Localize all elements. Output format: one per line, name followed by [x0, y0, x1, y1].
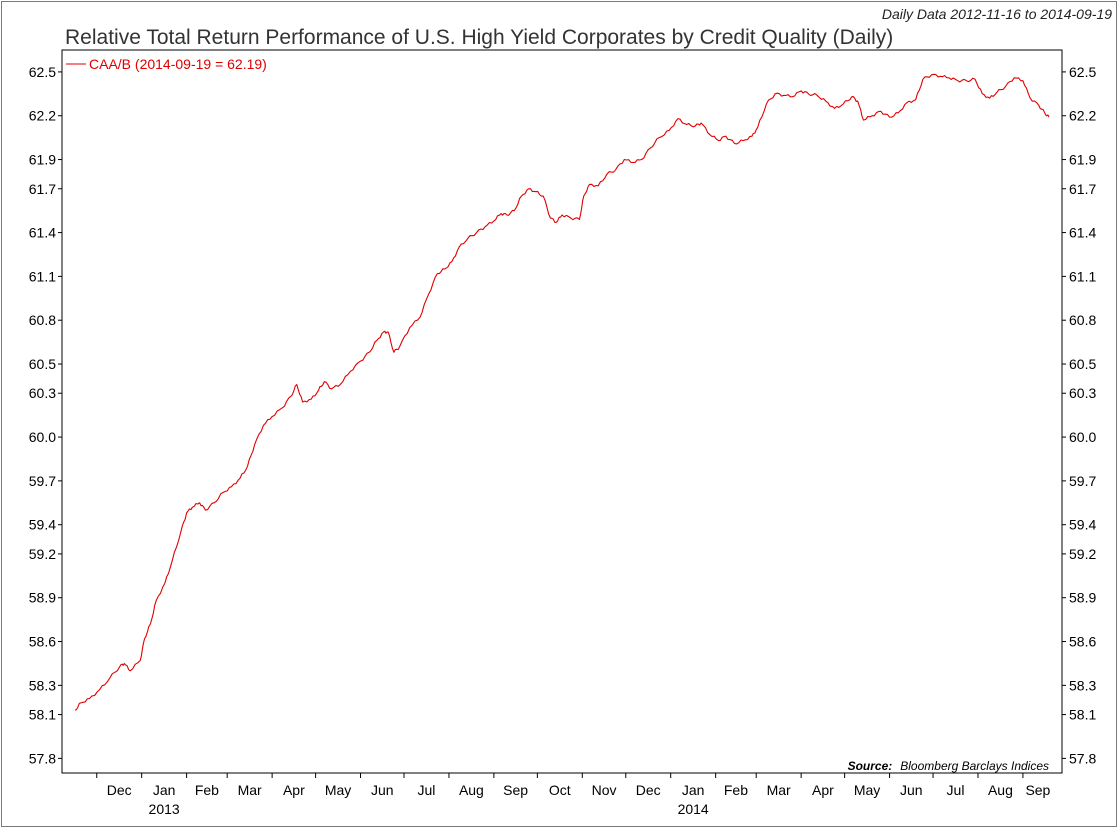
y-tick-label-right: 62.5 [1069, 64, 1096, 80]
y-tick-label-right: 61.7 [1069, 181, 1096, 197]
chart-title: Relative Total Return Performance of U.S… [65, 26, 894, 49]
y-tick-label-right: 58.3 [1069, 677, 1096, 693]
date-range-label: Daily Data 2012-11-16 to 2014-09-19 [881, 6, 1112, 22]
y-tick-label-left: 58.3 [29, 677, 56, 693]
y-tick-label-left: 60.8 [29, 312, 56, 328]
y-tick-label-right: 60.0 [1069, 429, 1096, 445]
y-tick-label-right: 60.8 [1069, 312, 1096, 328]
x-tick-label: Dec [107, 782, 132, 798]
plot-area [61, 49, 1063, 774]
y-tick-label-right: 61.4 [1069, 225, 1096, 241]
x-tick-label: Jul [947, 782, 965, 798]
y-tick-label-left: 62.5 [29, 64, 56, 80]
y-tick-label-right: 59.2 [1069, 546, 1096, 562]
source-text: Bloomberg Barclays Indices [900, 759, 1049, 773]
x-tick-label: Mar [767, 782, 791, 798]
y-tick-label-right: 58.1 [1069, 707, 1096, 723]
y-axis-left: 57.8 58.1 58.3 58.6 58.9 59.2 59.4 59.7 60.0 60.3… [29, 64, 62, 766]
y-tick-label-right: 59.4 [1069, 517, 1096, 533]
x-axis: Dec Jan 2013 Feb Mar Apr May Jun Jul Aug Sep Oct Nov… [96, 773, 1051, 817]
y-tick-label-left: 59.2 [29, 546, 56, 562]
y-tick-label-left: 58.9 [29, 590, 56, 606]
x-tick-label: Jun [900, 782, 923, 798]
y-tick-label-right: 60.5 [1069, 356, 1096, 372]
x-tick-label: Aug [459, 782, 484, 798]
y-tick-label-right: 58.6 [1069, 634, 1096, 650]
x-tick-label: Sep [1025, 782, 1050, 798]
y-tick-label-left: 58.6 [29, 634, 56, 650]
source-label: Source: [848, 759, 893, 773]
legend: CAA/B (2014-09-19 = 62.19) [66, 56, 267, 72]
x-tick-label: Apr [283, 782, 305, 798]
y-tick-label-left: 61.1 [29, 268, 56, 284]
y-tick-label-left: 60.0 [29, 429, 56, 445]
source-note: Source: Bloomberg Barclays Indices [848, 759, 1049, 773]
x-tick-label: May [854, 782, 880, 798]
x-tick-label: Apr [812, 782, 834, 798]
x-tick-label: Jan [682, 782, 705, 798]
x-tick-label: Mar [238, 782, 262, 798]
x-tick-label: Oct [549, 782, 571, 798]
x-tick-label: May [325, 782, 351, 798]
y-tick-label-right: 61.9 [1069, 152, 1096, 168]
x-tick-label: Jun [371, 782, 394, 798]
x-tick-label: Jan [153, 782, 176, 798]
y-tick-label-right: 62.2 [1069, 108, 1096, 124]
source-line: Source: Bloomberg Barclays Indices [848, 759, 1049, 773]
x-tick-label: Feb [195, 782, 219, 798]
y-tick-label-right: 57.8 [1069, 750, 1096, 766]
y-tick-label-right: 60.3 [1069, 385, 1096, 401]
x-tick-label: Nov [592, 782, 617, 798]
x-tick-label: Sep [503, 782, 528, 798]
y-tick-label-left: 61.4 [29, 225, 56, 241]
y-tick-label-right: 61.1 [1069, 268, 1096, 284]
x-tick-label: Jul [418, 782, 436, 798]
y-tick-label-left: 61.9 [29, 152, 56, 168]
y-tick-label-left: 59.4 [29, 517, 56, 533]
legend-label: CAA/B (2014-09-19 = 62.19) [89, 56, 267, 72]
x-year-label: 2014 [678, 801, 709, 817]
plot-border [61, 49, 1063, 774]
x-year-label: 2013 [149, 801, 180, 817]
y-axis-right: 57.8 58.1 58.3 58.6 58.9 59.2 59.4 59.7 60.0 60.3… [1062, 64, 1096, 766]
y-tick-label-left: 58.1 [29, 707, 56, 723]
y-tick-label-left: 57.8 [29, 750, 56, 766]
y-tick-label-left: 59.7 [29, 473, 56, 489]
y-tick-label-right: 59.7 [1069, 473, 1096, 489]
y-tick-label-left: 60.3 [29, 385, 56, 401]
x-tick-label: Dec [636, 782, 661, 798]
y-tick-label-left: 62.2 [29, 108, 56, 124]
series-line-caa-b [74, 73, 1050, 711]
y-tick-label-right: 58.9 [1069, 590, 1096, 606]
series-layer [74, 73, 1050, 711]
x-tick-label: Feb [724, 782, 748, 798]
y-tick-label-left: 61.7 [29, 181, 56, 197]
x-tick-label: Aug [988, 782, 1013, 798]
y-tick-label-left: 60.5 [29, 356, 56, 372]
